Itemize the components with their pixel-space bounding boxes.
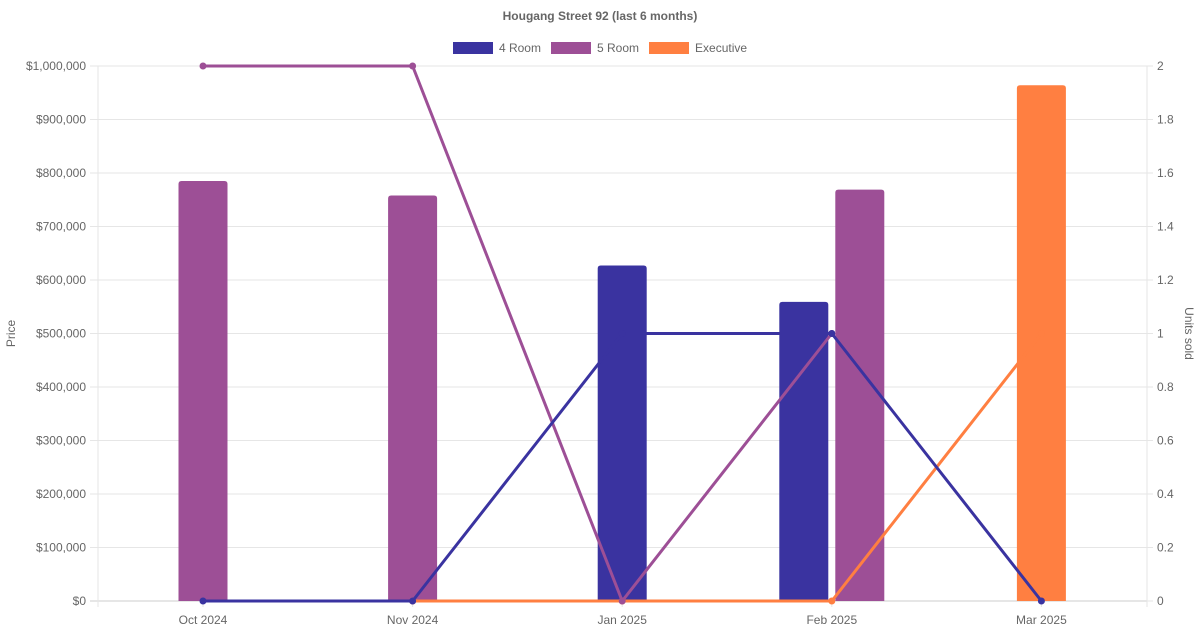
y-left-tick-label: $300,000 (36, 434, 86, 448)
legend-label-4-room: 4 Room (498, 41, 541, 55)
point-4-room (618, 330, 626, 337)
y-left-tick-label: $700,000 (36, 220, 86, 234)
point-4-room (199, 597, 207, 605)
y-left-tick-label: $1,000,000 (26, 59, 86, 73)
y-right-tick-label: 1.8 (1157, 113, 1174, 127)
y-left-tick-label: $0 (73, 594, 87, 608)
bar-4-room (779, 301, 829, 601)
point-4-room (409, 597, 417, 605)
x-tick-label: Mar 2025 (1016, 613, 1067, 627)
bar-4-room (597, 265, 647, 601)
y-right-tick-label: 0 (1157, 594, 1164, 608)
point-5-room (409, 62, 417, 70)
point-executive (1037, 330, 1045, 337)
y-left-axis-title: Price (4, 320, 18, 348)
y-left-tick-label: $900,000 (36, 113, 86, 127)
y-right-tick-label: 2 (1157, 59, 1164, 73)
y-right-tick-label: 0.4 (1157, 487, 1174, 501)
legend-label-executive: Executive (695, 41, 748, 55)
y-left-tick-label: $200,000 (36, 487, 86, 501)
legend-item-5-room[interactable]: 5 Room (550, 41, 640, 55)
point-5-room (199, 62, 207, 70)
legend-label-5-room: 5 Room (596, 41, 640, 55)
y-right-tick-label: 0.2 (1157, 541, 1174, 555)
y-left-tick-label: $800,000 (36, 166, 86, 180)
bar-5-room (388, 195, 438, 601)
x-tick-label: Feb 2025 (806, 613, 857, 627)
legend: 4 Room 5 Room Executive (0, 41, 1200, 55)
y-right-tick-label: 0.6 (1157, 434, 1174, 448)
y-right-tick-label: 0.8 (1157, 380, 1174, 394)
line-5-room (203, 64, 833, 603)
x-tick-label: Jan 2025 (598, 613, 648, 627)
legend-item-4-room[interactable]: 4 Room (452, 41, 541, 55)
y-left-tick-label: $100,000 (36, 541, 86, 555)
point-4-room (1037, 597, 1045, 605)
legend-swatch-5-room (550, 42, 591, 54)
y-right-tick-label: 1.2 (1157, 273, 1174, 287)
y-right-axis-title: Units sold (1182, 307, 1196, 360)
bar-5-room (178, 181, 228, 601)
chart-title: Hougang Street 92 (last 6 months) (502, 9, 698, 23)
bar-5-room (835, 189, 885, 601)
x-tick-label: Nov 2024 (387, 613, 439, 627)
y-left-tick-label: $600,000 (36, 273, 86, 287)
legend-swatch-4-room (452, 42, 493, 54)
legend-item-executive[interactable]: Executive (649, 41, 747, 55)
y-left-tick-label: $500,000 (36, 327, 86, 341)
y-left-tick-label: $400,000 (36, 380, 86, 394)
legend-swatch-executive (649, 42, 690, 54)
point-executive (828, 597, 836, 605)
point-5-room (618, 597, 626, 605)
x-tick-label: Oct 2024 (179, 613, 228, 627)
y-right-tick-label: 1 (1157, 327, 1164, 341)
y-right-tick-label: 1.4 (1157, 220, 1174, 234)
point-4-room (828, 330, 836, 337)
y-right-tick-label: 1.6 (1157, 166, 1174, 180)
bar-executive (1016, 85, 1066, 601)
